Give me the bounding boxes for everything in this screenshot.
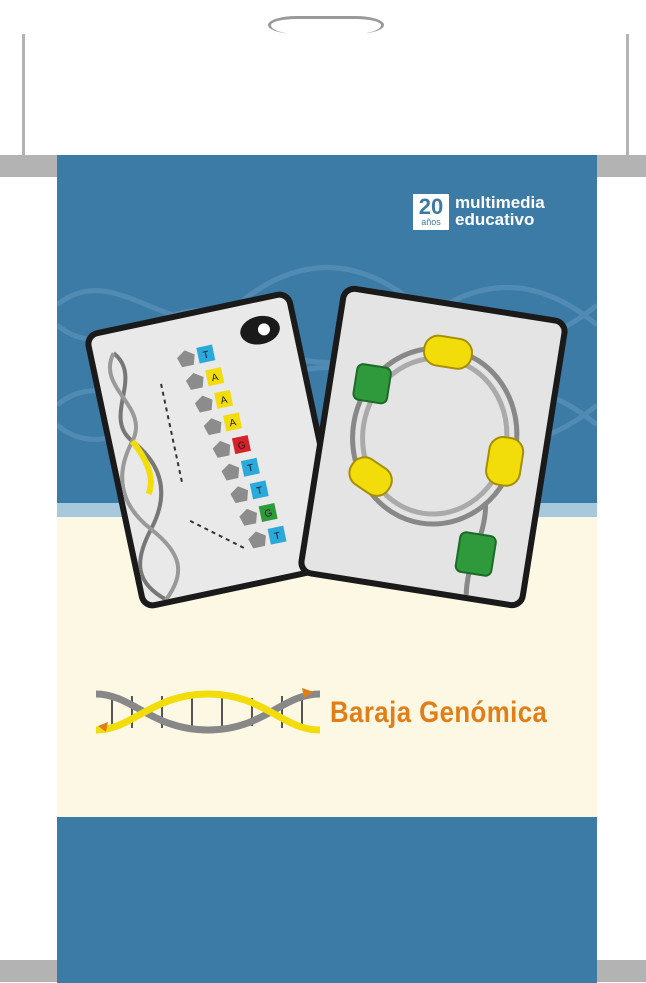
nucleotide-letter: A (228, 417, 237, 429)
card-right (296, 283, 570, 611)
nucleotide-tag (196, 344, 216, 364)
yellow-protein-icon (348, 334, 525, 497)
nucleotide-tag (214, 389, 234, 409)
nucleotide-tag (205, 367, 225, 387)
brand-logo: 20 años multimedia educativo (413, 184, 573, 240)
logo-name-line2: educativo (455, 210, 535, 229)
yellow-strand (129, 439, 154, 496)
dashed-guide (189, 520, 248, 551)
green-protein-icon (352, 363, 497, 577)
left-edge-bar-top (0, 155, 57, 177)
nucleotide-letter: T (273, 531, 281, 543)
nucleotide-tag (240, 457, 260, 477)
product-title: Baraja Genómica (330, 696, 548, 729)
nucleotide-letter: G (264, 508, 274, 520)
sugar-pentagon (203, 418, 222, 436)
logo-name-line1: multimedia (455, 193, 545, 212)
sugar-pentagon (212, 440, 231, 458)
logo-name: multimedia educativo (455, 194, 545, 228)
dna-helix-icon (95, 688, 321, 734)
sugar-pentagon (239, 508, 257, 526)
sugar-pentagon (248, 531, 266, 549)
nucleotide-letter: G (237, 440, 247, 452)
nucleotide-letter: T (202, 349, 210, 361)
logo-badge-sub: años (421, 217, 441, 227)
left-edge-bar-bottom (0, 960, 57, 982)
right-edge-line (626, 34, 629, 158)
right-edge-bar-bottom (597, 960, 646, 982)
left-edge-line (22, 34, 25, 158)
card-right-art (348, 334, 525, 596)
nucleotide-letter: A (211, 372, 220, 384)
nucleotide-tag (231, 435, 251, 455)
nucleotide-letter: A (220, 395, 229, 407)
camera-icon (240, 315, 280, 345)
nucleotide-tag (223, 412, 243, 432)
hanger-hole (268, 16, 384, 34)
logo-badge-number: 20 (413, 194, 449, 230)
dna-helix-icon (107, 351, 181, 602)
nucleotide-tag (267, 525, 287, 545)
sugar-pentagon (194, 395, 213, 413)
nucleotide-tag (258, 503, 278, 523)
nucleotide-letter: T (247, 463, 255, 475)
sugar-pentagon (221, 463, 240, 481)
nucleotide-letter: T (255, 485, 263, 497)
dashed-guide (160, 383, 183, 482)
nucleotide-tag (249, 480, 269, 500)
right-edge-bar-top (597, 155, 646, 177)
sugar-pentagon (177, 350, 195, 368)
sugar-pentagon (230, 486, 249, 504)
sugar-pentagon (185, 372, 204, 390)
